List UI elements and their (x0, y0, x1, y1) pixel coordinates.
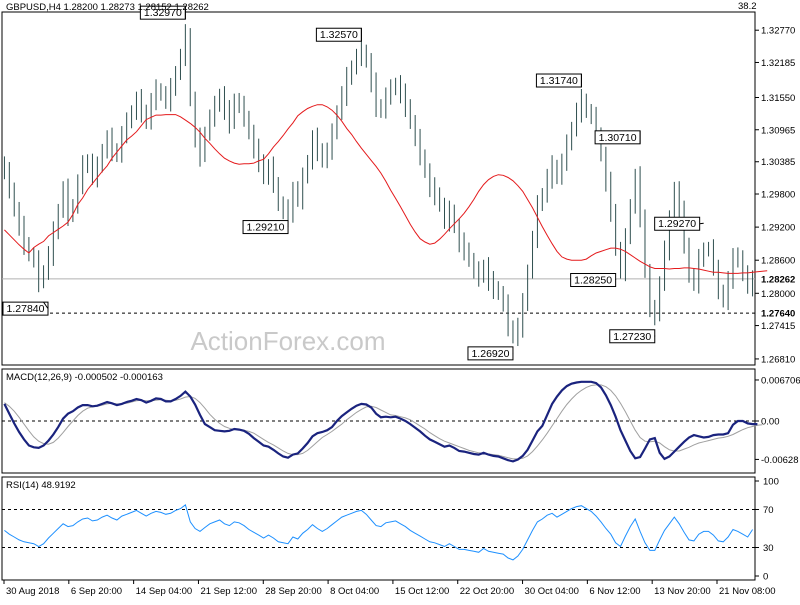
price-y-tick-label: 1.31550 (761, 93, 795, 104)
price-y-tick-label: 1.30965 (761, 125, 795, 136)
macd-line (3, 380, 758, 463)
annotation-label: 1.29270 (658, 218, 696, 230)
x-tick-label: 15 Oct 12:00 (395, 586, 449, 597)
macd-y-tick-label: 0.00 (761, 417, 780, 428)
annotation-leader (699, 222, 704, 225)
annotation-label: 1.27840 (7, 303, 45, 315)
price-annotation: 1.29210 (242, 220, 289, 235)
top-right-value: 38.2 (738, 1, 757, 12)
price-y-tick-label: 1.29800 (761, 190, 795, 201)
annotation-leader (43, 301, 49, 309)
price-annotation: 1.32570 (315, 27, 362, 42)
rsi-header: RSI(14) 48.9192 (6, 480, 76, 491)
price-annotation: 1.26920 (467, 346, 514, 361)
x-tick-label: 6 Nov 12:00 (589, 586, 640, 597)
annotation-label: 1.28250 (574, 275, 612, 287)
annotation-label: 1.32570 (320, 29, 358, 41)
price-annotation: 1.31740 (535, 73, 582, 88)
price-y-tick-label: 1.32770 (761, 26, 795, 37)
price-y-tick-label: 1.28600 (761, 256, 795, 267)
annotation-label: 1.26920 (471, 348, 509, 360)
annotation-label: 1.31740 (540, 75, 578, 87)
price-y-tick-label: 1.28000 (761, 289, 795, 300)
annotation-label: 1.27230 (613, 331, 651, 343)
price-panel (1, 11, 756, 366)
x-tick-label: 30 Oct 04:00 (525, 586, 579, 597)
price-y-tick-label: 1.26810 (761, 354, 795, 365)
x-tick-label: 28 Sep 20:00 (265, 586, 322, 597)
x-tick-label: 8 Oct 04:00 (330, 586, 379, 597)
rsi-y-tick-label: 100 (763, 477, 779, 488)
price-y-tick-label: 1.29200 (761, 223, 795, 234)
moving-average-line (4, 104, 768, 274)
x-tick-label: 21 Nov 08:00 (719, 586, 776, 597)
current-price-label: 1.28262 (761, 274, 795, 285)
reference-level-label-bg (756, 307, 800, 320)
x-tick-label: 21 Sep 12:00 (200, 586, 257, 597)
price-annotation: 1.30710 (594, 130, 641, 145)
annotation-label: 1.30710 (599, 132, 637, 144)
rsi-y-tick-label: 70 (763, 505, 774, 516)
x-tick-label: 14 Sep 04:00 (136, 586, 193, 597)
price-y-tick-label: 1.27415 (761, 321, 795, 332)
macd-signal-line (4, 384, 763, 460)
price-annotation: 1.28250 (570, 273, 617, 288)
price-annotation: 1.32970 (139, 5, 186, 20)
price-annotation: 1.29270 (654, 216, 704, 231)
x-tick-label: 13 Nov 20:00 (654, 586, 711, 597)
current-price-label-bg (756, 272, 800, 285)
rsi-line (4, 503, 754, 561)
price-y-tick-label: 1.30385 (761, 157, 795, 168)
rsi-y-tick-label: 30 (763, 543, 774, 554)
price-annotation: 1.27230 (609, 329, 656, 344)
x-tick-label: 30 Aug 2018 (6, 586, 59, 597)
x-tick-label: 22 Oct 20:00 (460, 586, 514, 597)
x-tick-label: 6 Sep 20:00 (71, 586, 122, 597)
price-annotation: 1.27840 (2, 301, 49, 316)
macd-y-tick-label: -0.00628 (761, 455, 799, 466)
reference-level-label: 1.27640 (761, 309, 795, 320)
price-bars (3, 24, 754, 347)
macd-header: MACD(12,26,9) -0.000502 -0.000163 (6, 372, 163, 383)
macd-panel (1, 368, 756, 474)
annotation-label: 1.32970 (144, 7, 182, 19)
macd-y-tick-label: 0.006706 (761, 375, 800, 386)
price-y-tick-label: 1.32185 (761, 58, 795, 69)
rsi-y-tick-label: 0 (763, 572, 768, 583)
annotation-label: 1.29210 (247, 222, 285, 234)
watermark: ActionForex.com (190, 326, 385, 356)
price-header: GBPUSD,H4 1.28200 1.28273 1.28152 1.2826… (6, 2, 209, 13)
rsi-panel (1, 476, 756, 581)
